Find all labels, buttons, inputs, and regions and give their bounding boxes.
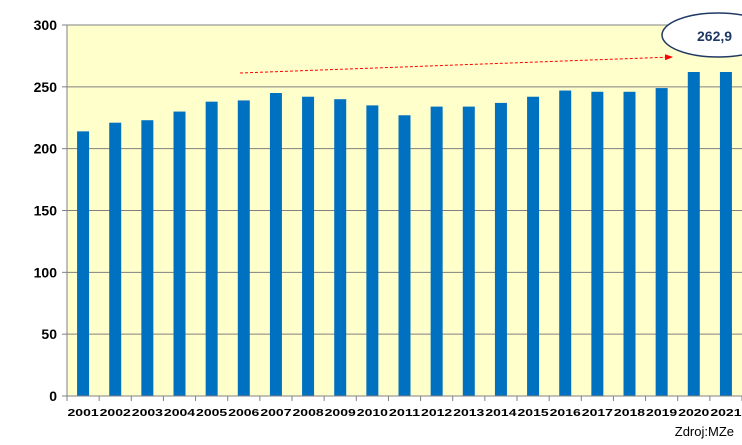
x-tick-label: 2010 [357,408,389,419]
callout-label: 262,9 [697,28,732,44]
x-tick-label: 2007 [260,408,292,419]
callout: 262,9 [661,12,742,58]
bar [527,96,540,396]
bar [430,106,443,397]
x-tick-label: 2014 [485,408,517,419]
callout-ellipse [661,12,742,58]
x-tick-label: 2019 [646,408,678,419]
y-tick-label: 300 [34,17,58,33]
x-tick-label: 2001 [68,408,100,419]
y-tick-label: 150 [34,203,58,219]
bar [334,99,347,396]
x-tick-label: 2013 [453,408,485,419]
bar [462,106,475,397]
x-tick-label: 2004 [164,408,196,419]
bar [623,91,636,396]
x-tick-label: 2003 [132,408,164,419]
x-tick-label: 2005 [196,408,228,419]
x-tick-label: 2017 [582,408,614,419]
bar [559,90,572,396]
bar [141,120,154,397]
x-tick-label: 2002 [100,408,132,419]
bar [687,71,700,396]
x-axis: 2001 2002 2003 2004 2005 2006 2007 2008 2009 2010… [66,395,742,419]
y-tick-label: 0 [49,388,57,404]
bar [591,91,604,396]
bar [237,100,250,396]
bar [494,102,507,396]
bar [719,71,732,396]
trend-arrow [239,54,673,74]
bar [269,93,282,397]
bar [173,111,186,397]
bar [302,96,315,396]
y-tick-label: 250 [34,79,58,95]
y-tick-label: 200 [34,141,58,157]
bar [109,122,122,397]
x-tick-label: 2011 [389,408,421,419]
x-tick-label: 2008 [293,408,325,419]
x-tick-label: 2009 [325,408,357,419]
x-tick-label: 2021 [710,408,742,419]
x-tick-label: 2012 [421,408,453,419]
source-note: Zdroj:MZe [674,424,734,439]
y-axis: 0 50 100 150 200 250 300 [34,17,68,404]
bar [655,88,668,396]
bar [77,131,90,396]
x-tick-label: 2006 [228,408,260,419]
y-tick-label: 100 [34,264,58,280]
bar [366,105,379,396]
x-tick-label: 2018 [614,408,646,419]
bars [77,71,732,397]
bar [398,115,411,396]
x-tick-label: 2015 [518,408,550,419]
x-tick-label: 2020 [678,408,710,419]
x-tick-label: 2016 [550,408,582,419]
bar [205,101,218,396]
y-tick-label: 50 [41,326,57,342]
